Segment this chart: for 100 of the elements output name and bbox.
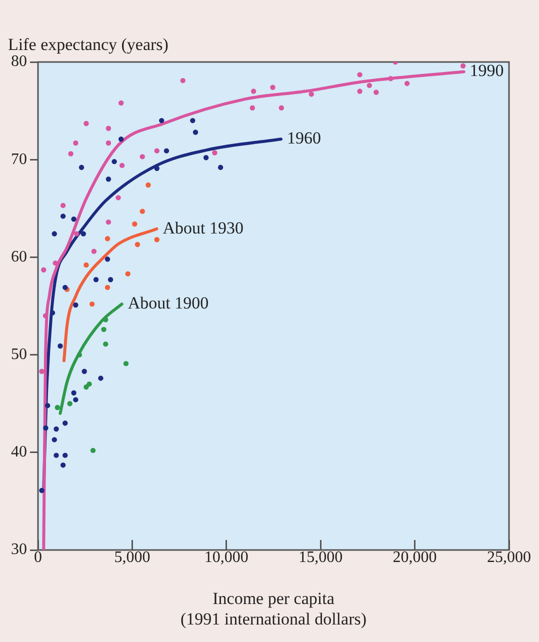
point [98, 376, 104, 381]
point [62, 452, 68, 458]
point [106, 219, 112, 225]
point [52, 260, 58, 266]
point [270, 84, 276, 90]
point [374, 90, 379, 95]
point [93, 277, 99, 282]
y-tick-label: 60 [11, 248, 27, 266]
x-axis-title: Income per capita (1991 international dollars) [180, 588, 367, 628]
y-tick-label: 50 [11, 346, 27, 364]
point [91, 248, 97, 254]
point [76, 352, 82, 358]
y-tick-label: 80 [11, 53, 27, 70]
point [180, 78, 186, 84]
point [203, 155, 209, 160]
point [108, 277, 114, 282]
point [54, 426, 59, 432]
point [89, 301, 95, 307]
y-tick-label: 40 [11, 444, 27, 461]
point [154, 237, 160, 242]
point [125, 271, 130, 276]
point [190, 118, 196, 124]
point [366, 82, 372, 88]
point [67, 401, 72, 406]
point [404, 80, 410, 86]
series-label: 1990 [470, 61, 504, 80]
point [52, 231, 57, 236]
x-tick-label: 25,000 [487, 548, 531, 566]
point [42, 313, 48, 318]
point [154, 148, 160, 154]
point [62, 420, 68, 426]
line-series [42, 70, 466, 550]
point [308, 92, 314, 97]
point [41, 267, 46, 272]
point [58, 343, 63, 349]
point [250, 88, 256, 94]
point [80, 231, 86, 236]
point [60, 462, 66, 468]
point [52, 437, 57, 442]
x-tick-label: 0 [34, 548, 42, 566]
series-label: About 1900 [128, 294, 209, 313]
point [104, 236, 110, 242]
point [50, 310, 56, 316]
point [154, 166, 160, 171]
point [132, 221, 138, 227]
point [146, 182, 151, 188]
point [250, 105, 255, 110]
point [60, 214, 66, 219]
point [73, 397, 78, 402]
point [82, 368, 87, 374]
x-tick-label: 5,000 [114, 548, 150, 566]
point [78, 164, 84, 170]
point [357, 72, 362, 78]
point [388, 76, 394, 82]
point [39, 488, 44, 494]
point [68, 151, 74, 156]
point [134, 242, 140, 248]
point [104, 256, 110, 262]
point [118, 136, 124, 142]
point [73, 140, 78, 146]
point [119, 162, 125, 168]
point [103, 317, 108, 322]
point [90, 448, 96, 454]
point [116, 195, 121, 200]
y-axis-title: Life expectancy (years) [8, 34, 168, 54]
point [106, 126, 112, 131]
x-tick-label: 15,000 [298, 548, 343, 566]
line-series [58, 302, 124, 415]
point [192, 130, 198, 135]
point [278, 105, 284, 110]
point [60, 202, 66, 208]
point [74, 231, 80, 236]
point [54, 404, 60, 410]
point [104, 284, 110, 290]
point [212, 150, 218, 156]
point [54, 452, 59, 458]
point [84, 120, 89, 126]
point [140, 208, 145, 214]
point [218, 164, 224, 170]
point [460, 63, 466, 69]
y-tick-label: 70 [11, 150, 27, 168]
point [357, 88, 362, 94]
point [106, 176, 112, 182]
point [43, 425, 48, 431]
point [71, 216, 76, 222]
point [123, 360, 129, 366]
point [118, 100, 124, 106]
point [103, 341, 108, 347]
point [140, 154, 145, 160]
series-label: 1960 [287, 128, 322, 148]
y-tick-label: 30 [11, 541, 27, 558]
series-label: About 1930 [162, 218, 244, 238]
point [112, 158, 117, 164]
point [84, 262, 89, 268]
x-tick-label: 10,000 [204, 548, 248, 566]
point [45, 402, 50, 408]
x-tick-label: 20,000 [392, 548, 437, 566]
point [39, 368, 44, 374]
point [101, 326, 106, 332]
point [164, 148, 170, 154]
